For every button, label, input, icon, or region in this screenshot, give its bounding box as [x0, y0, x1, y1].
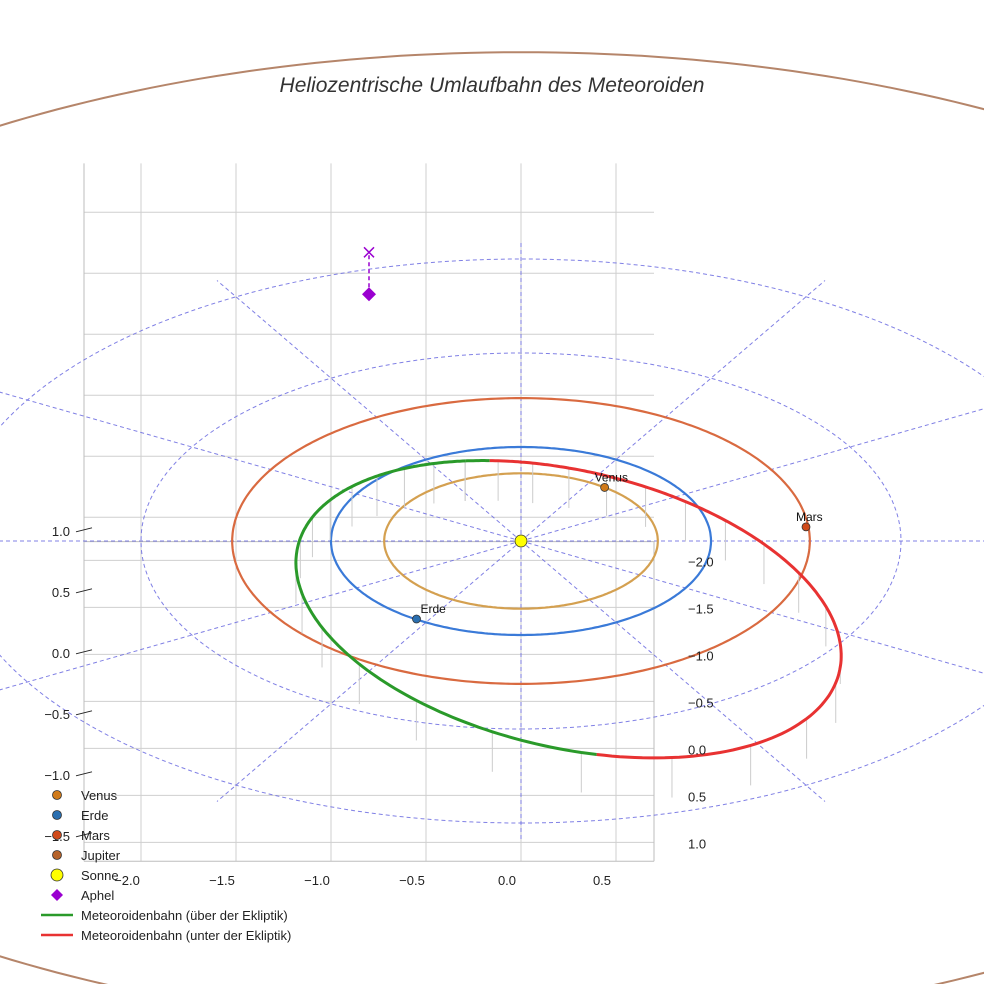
- tick-label: 0.5: [688, 789, 706, 804]
- legend-item: Venus: [40, 785, 291, 805]
- legend-marker: [40, 865, 74, 885]
- ecliptic-ring: [140, 352, 902, 730]
- planets: Venus Erde Mars: [412, 470, 823, 624]
- tick-label: −1.0: [44, 768, 70, 783]
- ecliptic-spoke: [0, 540, 522, 691]
- legend-item: Jupiter: [40, 845, 291, 865]
- legend: Venus Erde Mars Jupiter Sonne Aphel Meteoroide…: [40, 785, 291, 945]
- ecliptic-spoke: [520, 408, 984, 542]
- legend-label: Venus: [81, 787, 118, 803]
- ecliptic-spoke: [520, 280, 826, 542]
- ecliptic-spoke: [216, 540, 522, 802]
- tick-label: −0.5: [688, 695, 714, 710]
- legend-marker: [40, 905, 74, 925]
- planet-mars: [801, 522, 811, 532]
- ecliptic-spoke: [520, 540, 826, 802]
- chart-title: Heliozentrische Umlaufbahn des Meteoroid…: [279, 74, 705, 97]
- tick-label: 0.0: [498, 873, 516, 888]
- tick-labels: −1.5 −1.0 −0.5 0.0 0.5 1.0 −2.0 −1.5 −1.0 −0.5 0.0…: [44, 524, 713, 888]
- tick-label: −1.0: [304, 873, 330, 888]
- tick-mark: [75, 527, 93, 533]
- planet-venus: [600, 483, 609, 492]
- planet-label: Mars: [796, 510, 823, 524]
- tick-mark: [75, 649, 93, 655]
- legend-item: Erde: [40, 805, 291, 825]
- planet-orbits: [0, 51, 984, 984]
- legend-item: Sonne: [40, 865, 291, 885]
- ecliptic-spoke: [216, 280, 522, 542]
- tick-label: −1.5: [209, 873, 235, 888]
- planet-label: Venus: [595, 470, 628, 484]
- legend-marker: [40, 925, 74, 945]
- tick-label: 0.5: [52, 585, 70, 600]
- ecliptic-spoke: [0, 391, 522, 542]
- tick-label: −1.5: [688, 601, 714, 616]
- axis-grid: [83, 163, 655, 862]
- orbit-erde: [329, 445, 713, 637]
- tick-mark: [75, 771, 93, 777]
- meteoroid-orbit-above: [294, 459, 597, 756]
- tick-label: −2.0: [114, 873, 140, 888]
- tick-label: 0.0: [688, 742, 706, 757]
- legend-label: Jupiter: [81, 847, 121, 863]
- legend-item: Aphel: [40, 885, 291, 905]
- tick-label: 0.0: [52, 646, 70, 661]
- tick-mark: [75, 710, 93, 716]
- tick-label: 1.0: [52, 524, 70, 539]
- legend-label: Meteoroidenbahn (unter der Ekliptik): [81, 927, 292, 943]
- tick-label: −0.5: [44, 707, 70, 722]
- legend-marker: [40, 805, 74, 825]
- legend-item: Mars: [40, 825, 291, 845]
- ecliptic-spoke: [520, 540, 984, 674]
- legend-marker: [40, 785, 74, 805]
- tick-label: −0.5: [399, 873, 425, 888]
- planet-label: Erde: [421, 602, 447, 616]
- meteoroid-orbit: [294, 459, 843, 798]
- legend-label: Sonne: [81, 867, 119, 883]
- planet-erde: [412, 614, 421, 624]
- legend-item: Meteoroidenbahn (unter der Ekliptik): [40, 925, 291, 945]
- tick-mark: [75, 588, 93, 594]
- orbit-venus: [383, 472, 659, 610]
- aphel-marker: [362, 287, 376, 302]
- tick-mark: [75, 832, 93, 838]
- legend-marker: [40, 825, 74, 845]
- meteoroid-orbit-below: [489, 459, 843, 760]
- legend-label: Mars: [81, 827, 110, 843]
- planet-sonne: [514, 534, 528, 548]
- legend-label: Meteoroidenbahn (über der Ekliptik): [81, 907, 288, 923]
- tick-label: −2.0: [688, 554, 714, 569]
- legend-marker: [40, 845, 74, 865]
- legend-item: Meteoroidenbahn (über der Ekliptik): [40, 905, 291, 925]
- tick-label: 0.5: [593, 873, 611, 888]
- tick-label: 1.0: [688, 836, 706, 851]
- legend-marker: [40, 885, 74, 905]
- aphel-cross: [363, 246, 375, 258]
- legend-label: Aphel: [81, 887, 115, 903]
- legend-label: Erde: [81, 807, 109, 823]
- orbit-mars: [231, 397, 811, 686]
- orbit-jupiter: [0, 51, 984, 984]
- tick-label: −1.0: [688, 648, 714, 663]
